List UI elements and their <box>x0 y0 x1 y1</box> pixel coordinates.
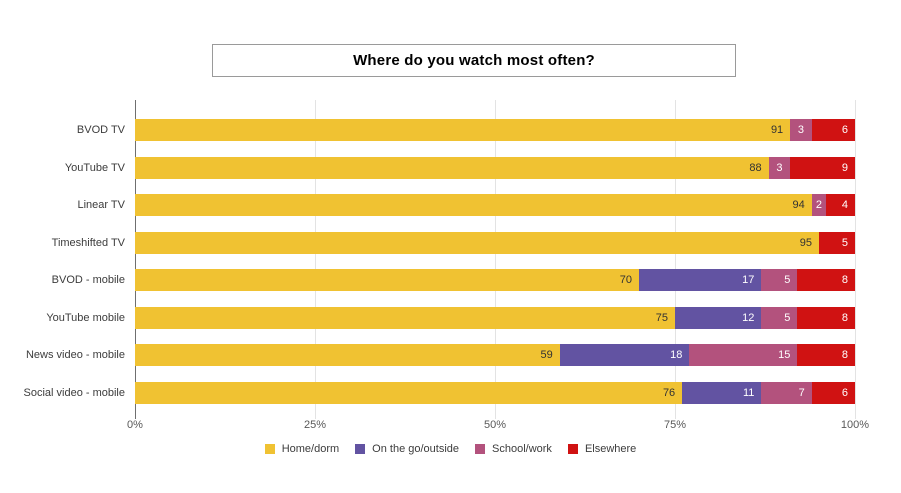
legend-swatch-icon <box>475 444 486 454</box>
bar-segment: 6 <box>811 381 855 404</box>
segment-value-label: 5 <box>784 274 791 286</box>
bar-segment: 59 <box>135 344 560 366</box>
segment-value-label: 4 <box>841 199 848 211</box>
segment-value-label: 8 <box>841 311 848 324</box>
category-label: YouTube mobile <box>46 311 125 324</box>
legend-item-on-the-go: On the go/outside <box>355 443 459 455</box>
category-label: BVOD TV <box>76 124 125 136</box>
segment-value-label: 2 <box>815 199 823 211</box>
legend-swatch-icon <box>355 444 366 454</box>
segment-value-label: 8 <box>841 274 848 286</box>
legend-swatch-icon <box>567 444 578 454</box>
segment-value-label: 88 <box>749 161 762 174</box>
bar-row: 59 18 15 8 <box>135 344 855 366</box>
segment-value-label: 5 <box>841 236 848 249</box>
bar-segment: 17 <box>639 269 762 291</box>
bar-segment: 94 <box>135 194 812 216</box>
bar-row: 88 3 9 <box>135 156 855 179</box>
legend-item-elsewhere: Elsewhere <box>567 443 637 455</box>
category-label: YouTube TV <box>64 161 125 174</box>
segment-value-label: 15 <box>778 349 791 361</box>
bar-segment: 5 <box>761 306 798 329</box>
chart-title-box: Where do you watch most often? <box>212 44 736 77</box>
segment-value-label: 6 <box>841 124 848 136</box>
legend-item-home-dorm: Home/dorm <box>264 443 340 455</box>
bar-segment: 3 <box>768 156 791 179</box>
legend-label: Elsewhere <box>584 443 637 455</box>
plot-area: 91 3 6 88 3 9 94 2 4 95 5 70 17 5 8 75 12 5 8 59 18 15 8 76 11 7 6 <box>135 100 856 419</box>
gridline <box>855 100 856 419</box>
segment-value-label: 5 <box>784 311 791 324</box>
bar-segment: 4 <box>826 194 855 216</box>
x-axis-tick-label: 50% <box>483 419 507 431</box>
bar-segment: 8 <box>797 344 855 366</box>
segment-value-label: 91 <box>770 124 784 136</box>
bar-segment: 6 <box>811 119 855 141</box>
category-label: Timeshifted TV <box>51 236 125 249</box>
bar-segment: 95 <box>135 231 819 254</box>
legend-swatch-icon <box>264 444 275 454</box>
bar-segment: 70 <box>135 269 639 291</box>
legend-label: School/work <box>492 443 552 455</box>
bar-segment: 8 <box>797 269 855 291</box>
category-label: Linear TV <box>77 199 126 211</box>
segment-value-label: 75 <box>655 311 668 324</box>
legend-label: On the go/outside <box>372 443 460 455</box>
segment-value-label: 3 <box>776 161 783 174</box>
bar-segment: 18 <box>559 344 690 366</box>
legend: Home/dorm On the go/outside School/work … <box>0 443 901 455</box>
x-axis-tick-label: 100% <box>840 419 870 431</box>
segment-value-label: 76 <box>662 386 676 399</box>
segment-value-label: 17 <box>742 274 755 286</box>
bar-segment: 8 <box>797 306 855 329</box>
bar-segment: 15 <box>689 344 798 366</box>
segment-value-label: 6 <box>841 386 848 399</box>
bar-segment: 11 <box>682 381 762 404</box>
x-axis-tick-label: 25% <box>303 419 327 431</box>
y-axis-line <box>135 100 136 419</box>
segment-value-label: 18 <box>670 349 683 361</box>
bar-segment: 2 <box>811 194 827 216</box>
bar-segment: 3 <box>790 119 812 141</box>
x-axis-tick-label: 0% <box>127 419 143 431</box>
bar-row: 94 2 4 <box>135 194 855 216</box>
segment-value-label: 70 <box>619 274 632 286</box>
bar-segment: 12 <box>675 306 762 329</box>
segment-value-label: 11 <box>742 386 755 399</box>
legend-label: Home/dorm <box>281 443 340 455</box>
category-label: BVOD - mobile <box>51 274 125 286</box>
segment-value-label: 12 <box>742 311 755 324</box>
segment-value-label: 8 <box>841 349 848 361</box>
segment-value-label: 7 <box>798 386 805 399</box>
segment-value-label: 59 <box>540 349 553 361</box>
legend-item-school-work: School/work <box>475 443 552 455</box>
bar-row: 95 5 <box>135 231 855 254</box>
bar-segment: 91 <box>135 119 791 141</box>
x-axis-tick-label: 75% <box>663 419 687 431</box>
bar-row: 70 17 5 8 <box>135 269 855 291</box>
bar-segment: 75 <box>135 306 675 329</box>
gridline <box>315 100 316 419</box>
segment-value-label: 9 <box>841 161 848 174</box>
category-label: Social video - mobile <box>23 386 126 399</box>
bar-segment: 9 <box>790 156 855 179</box>
bar-row: 76 11 7 6 <box>135 381 855 404</box>
bar-row: 75 12 5 8 <box>135 306 855 329</box>
bar-segment: 76 <box>135 381 683 404</box>
segment-value-label: 94 <box>792 199 805 211</box>
chart-title: Where do you watch most often? <box>353 52 595 69</box>
bar-segment: 7 <box>761 381 812 404</box>
bar-segment: 5 <box>819 231 855 254</box>
bar-row: 91 3 6 <box>135 119 855 141</box>
gridline <box>675 100 676 419</box>
gridline <box>495 100 496 419</box>
category-label: News video - mobile <box>25 349 125 361</box>
bar-segment: 5 <box>761 269 798 291</box>
segment-value-label: 3 <box>797 124 805 136</box>
bar-segment: 88 <box>135 156 769 179</box>
segment-value-label: 95 <box>799 236 812 249</box>
